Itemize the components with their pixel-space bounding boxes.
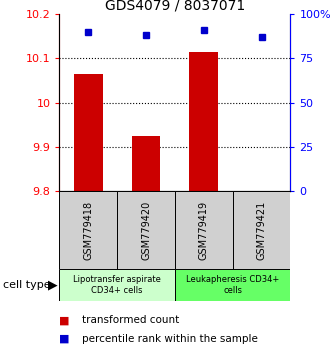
Text: Leukapheresis CD34+
cells: Leukapheresis CD34+ cells — [186, 275, 279, 295]
Text: cell type: cell type — [3, 280, 51, 290]
Text: transformed count: transformed count — [82, 315, 180, 325]
Bar — [175, 191, 233, 269]
Bar — [233, 191, 290, 269]
Bar — [59, 269, 175, 301]
Bar — [74, 74, 103, 191]
Text: Lipotransfer aspirate
CD34+ cells: Lipotransfer aspirate CD34+ cells — [73, 275, 161, 295]
Text: ■: ■ — [59, 315, 70, 325]
Bar — [117, 191, 175, 269]
Text: ▶: ▶ — [48, 279, 57, 291]
Text: percentile rank within the sample: percentile rank within the sample — [82, 334, 258, 344]
Text: GSM779418: GSM779418 — [83, 200, 93, 260]
Title: GDS4079 / 8037071: GDS4079 / 8037071 — [105, 0, 245, 13]
Text: GSM779421: GSM779421 — [256, 200, 267, 260]
Text: GSM779419: GSM779419 — [199, 200, 209, 260]
Text: GSM779420: GSM779420 — [141, 200, 151, 260]
Bar — [132, 136, 160, 191]
Bar — [189, 52, 218, 191]
Bar — [59, 191, 117, 269]
Text: ■: ■ — [59, 334, 70, 344]
Bar — [175, 269, 290, 301]
